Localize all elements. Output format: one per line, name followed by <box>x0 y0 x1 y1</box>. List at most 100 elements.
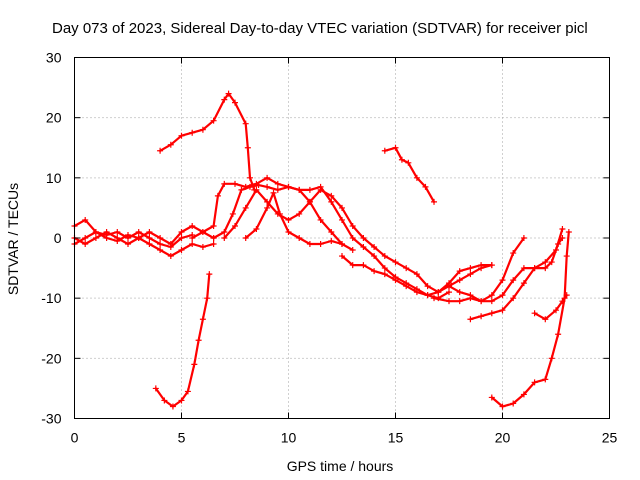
data-point <box>189 129 196 136</box>
data-point <box>167 241 174 248</box>
data-point <box>204 295 211 302</box>
y-tick-label: -30 <box>41 411 61 427</box>
data-point <box>135 235 142 241</box>
data-point <box>456 277 463 284</box>
data-series <box>242 189 345 248</box>
data-point <box>456 289 463 296</box>
x-tick-label: 25 <box>602 430 618 446</box>
data-point <box>542 316 549 323</box>
data-series <box>71 216 196 251</box>
data-point <box>92 235 99 241</box>
data-point <box>221 235 228 241</box>
data-point <box>328 228 335 235</box>
data-point <box>125 235 131 241</box>
data-point <box>242 120 249 127</box>
data-series <box>381 144 438 205</box>
data-point <box>264 174 271 181</box>
data-point <box>446 283 452 290</box>
data-point <box>520 391 527 398</box>
data-point <box>178 247 185 254</box>
data-point <box>246 174 253 181</box>
data-point <box>210 241 217 248</box>
data-point <box>531 379 538 386</box>
data-point <box>210 117 217 124</box>
y-tick-label: 10 <box>46 170 62 186</box>
data-point <box>82 241 89 248</box>
y-tick-label: 30 <box>46 50 62 66</box>
data-point <box>403 265 410 272</box>
data-point <box>349 262 356 269</box>
data-point <box>191 361 198 368</box>
data-point <box>405 159 412 166</box>
data-point <box>510 250 517 257</box>
data-point <box>285 216 292 223</box>
data-point <box>510 295 517 302</box>
data-point <box>92 228 99 235</box>
data-point <box>360 244 367 251</box>
data-point <box>467 292 474 299</box>
data-point <box>488 292 495 299</box>
data-series <box>467 235 566 323</box>
series-line <box>490 230 570 408</box>
data-point <box>360 262 367 269</box>
data-point <box>199 126 206 133</box>
data-point <box>478 298 485 305</box>
x-tick-label: 5 <box>178 430 186 446</box>
data-point <box>167 253 174 260</box>
data-point <box>221 96 228 103</box>
x-tick-label: 15 <box>388 430 404 446</box>
data-point <box>371 244 378 251</box>
data-point <box>274 186 281 193</box>
data-point <box>178 132 185 139</box>
x-tick-label: 0 <box>71 430 79 446</box>
x-tick-label: 20 <box>495 430 511 446</box>
data-point <box>178 397 185 404</box>
data-point <box>152 385 159 392</box>
data-point <box>221 228 228 235</box>
data-point <box>82 235 89 241</box>
data-point <box>456 268 463 275</box>
data-point <box>559 225 566 232</box>
data-point <box>488 394 495 401</box>
data-point <box>339 241 345 248</box>
data-point <box>264 183 271 190</box>
data-point <box>246 183 253 190</box>
series-line <box>244 191 344 246</box>
data-point <box>563 253 570 260</box>
data-point <box>381 271 388 278</box>
data-point <box>403 283 410 290</box>
data-point <box>339 216 345 223</box>
series-line <box>223 188 493 294</box>
data-point <box>306 198 313 205</box>
data-point <box>199 228 206 235</box>
data-point <box>548 355 555 362</box>
data-point <box>555 331 562 338</box>
data-point <box>82 216 89 223</box>
data-point <box>510 277 517 284</box>
series-line <box>73 218 194 249</box>
data-point <box>210 235 217 241</box>
data-point <box>157 235 164 241</box>
data-point <box>520 265 527 272</box>
data-point <box>413 271 420 278</box>
data-point <box>339 253 345 260</box>
data-point <box>103 228 110 235</box>
data-point <box>488 310 495 317</box>
series-line <box>73 224 215 246</box>
data-point <box>510 400 517 407</box>
data-point <box>478 265 485 272</box>
data-point <box>431 198 438 205</box>
data-point <box>189 222 196 229</box>
data-point <box>210 222 217 229</box>
data-point <box>488 298 495 305</box>
data-point <box>392 144 399 151</box>
data-point <box>189 235 196 241</box>
data-point <box>520 280 527 287</box>
data-point <box>467 271 474 278</box>
data-point <box>296 235 303 241</box>
data-point <box>467 316 474 323</box>
data-point <box>255 182 262 189</box>
data-point <box>559 298 566 305</box>
data-point <box>563 292 570 299</box>
data-series <box>152 271 213 410</box>
